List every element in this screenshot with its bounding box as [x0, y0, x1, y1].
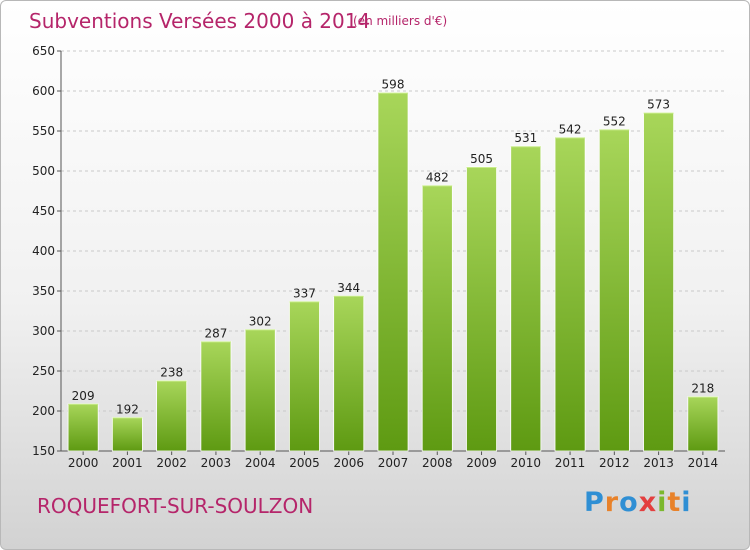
x-tick-label-2012: 2012: [599, 456, 630, 470]
logo-letter: P: [584, 487, 605, 518]
y-tick-label: 500: [32, 164, 55, 178]
logo-letter: r: [604, 487, 620, 518]
town-name: ROQUEFORT-SUR-SOULZON: [37, 494, 314, 518]
bar-2011: [554, 136, 586, 452]
x-tick-label-2002: 2002: [156, 456, 187, 470]
value-label-2002: 238: [160, 366, 183, 380]
value-label-2006: 344: [337, 281, 360, 295]
value-label-2005: 337: [293, 286, 316, 300]
x-tick-label-2001: 2001: [112, 456, 143, 470]
x-tick-label-2008: 2008: [422, 456, 453, 470]
y-tick-label: 600: [32, 84, 55, 98]
logo-letter: t: [667, 487, 682, 518]
value-label-2011: 542: [559, 122, 582, 136]
value-label-2008: 482: [426, 170, 449, 184]
value-label-2000: 209: [72, 389, 95, 403]
y-tick-label: 250: [32, 364, 55, 378]
bar-2003: [200, 340, 232, 452]
bar-2009: [466, 166, 497, 452]
x-tick-label-2006: 2006: [333, 456, 364, 470]
bar-2013: [643, 112, 675, 452]
x-tick-label-2014: 2014: [688, 456, 719, 470]
x-tick-label-2007: 2007: [378, 456, 409, 470]
x-tick-label-2009: 2009: [466, 456, 497, 470]
bars: [67, 92, 719, 452]
bar-2004: [244, 328, 276, 452]
y-tick-label: 450: [32, 204, 55, 218]
value-label-2001: 192: [116, 402, 139, 416]
y-tick-label: 300: [32, 324, 55, 338]
chart-title: Subventions Versées 2000 à 2014: [29, 9, 371, 33]
x-tick-label-2011: 2011: [555, 456, 586, 470]
value-label-2007: 598: [382, 78, 405, 92]
x-tick-label-2010: 2010: [511, 456, 542, 470]
value-label-2012: 552: [603, 114, 626, 128]
logo-letter: o: [619, 487, 639, 518]
x-tick-label-2000: 2000: [68, 456, 99, 470]
x-tick-label-2004: 2004: [245, 456, 276, 470]
value-label-2004: 302: [249, 314, 272, 328]
logo-letter: i: [681, 487, 692, 518]
bar-2008: [421, 184, 453, 452]
value-label-2003: 287: [204, 326, 227, 340]
logo-letter: x: [638, 487, 658, 518]
y-tick-label: 150: [32, 444, 55, 458]
bar-2002: [156, 380, 188, 452]
value-label-2014: 218: [691, 382, 714, 396]
x-tick-label-2003: 2003: [201, 456, 232, 470]
y-tick-label: 400: [32, 244, 55, 258]
bar-2001: [111, 416, 143, 452]
proxiti-logo: Proxiti: [584, 487, 692, 518]
labels: 150 200 250 300 350 400 450 500 550 600 650 209 2000…: [32, 44, 718, 470]
value-label-2013: 573: [647, 98, 670, 112]
logo-letter: i: [657, 487, 668, 518]
bar-2007: [377, 92, 409, 452]
bar-2006: [333, 295, 365, 452]
bar-2012: [598, 128, 630, 452]
unit-note: (en milliers d'€): [353, 14, 448, 28]
y-tick-label: 550: [32, 124, 55, 138]
bar-2014: [687, 396, 719, 452]
bar-2000: [67, 403, 99, 452]
y-tick-label: 200: [32, 404, 55, 418]
x-tick-label-2005: 2005: [289, 456, 320, 470]
x-tick-label-2013: 2013: [643, 456, 674, 470]
y-tick-label: 650: [32, 44, 55, 58]
value-label-2010: 531: [514, 131, 537, 145]
y-tick-label: 350: [32, 284, 55, 298]
bar-2010: [510, 145, 542, 452]
value-label-2009: 505: [470, 152, 493, 166]
bar-2005: [289, 300, 320, 452]
